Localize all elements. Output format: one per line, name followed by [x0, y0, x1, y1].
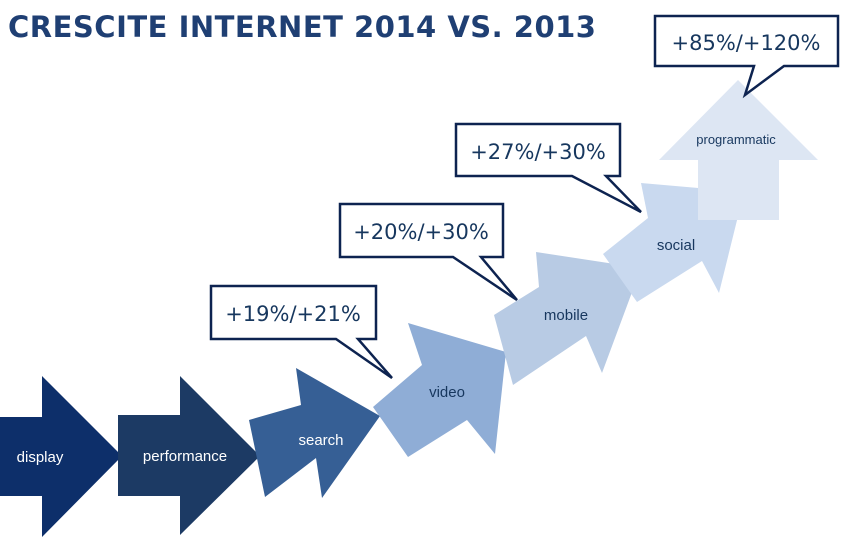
arrow-label-search: search	[298, 432, 343, 449]
callout-text-social: +27%/+30%	[470, 140, 606, 164]
arrow-video: video	[373, 323, 506, 457]
arrow-label-social: social	[657, 237, 695, 254]
callout-programmatic: +85%/+120%	[653, 14, 840, 99]
arrow-performance: performance	[118, 376, 260, 535]
callout-text-video: +19%/+21%	[225, 302, 361, 326]
arrow-label-performance: performance	[143, 448, 227, 465]
arrow-label-display: display	[17, 449, 64, 466]
arrow-search: search	[249, 368, 380, 498]
arrow-label-video: video	[429, 384, 465, 401]
callout-text-mobile: +20%/+30%	[353, 220, 489, 244]
callout-video: +19%/+21%	[209, 284, 393, 380]
callout-mobile: +20%/+30%	[338, 202, 518, 302]
callout-text-programmatic: +85%/+120%	[672, 31, 821, 55]
arrow-label-programmatic: programmatic	[696, 132, 776, 147]
page-title: CRESCITE INTERNET 2014 VS. 2013	[8, 10, 597, 44]
arrow-mobile: mobile	[494, 252, 641, 385]
callout-social: +27%/+30%	[454, 122, 642, 214]
arrow-display: display	[0, 376, 122, 537]
arrow-label-mobile: mobile	[544, 307, 588, 324]
arrow-programmatic: programmatic	[659, 80, 818, 220]
